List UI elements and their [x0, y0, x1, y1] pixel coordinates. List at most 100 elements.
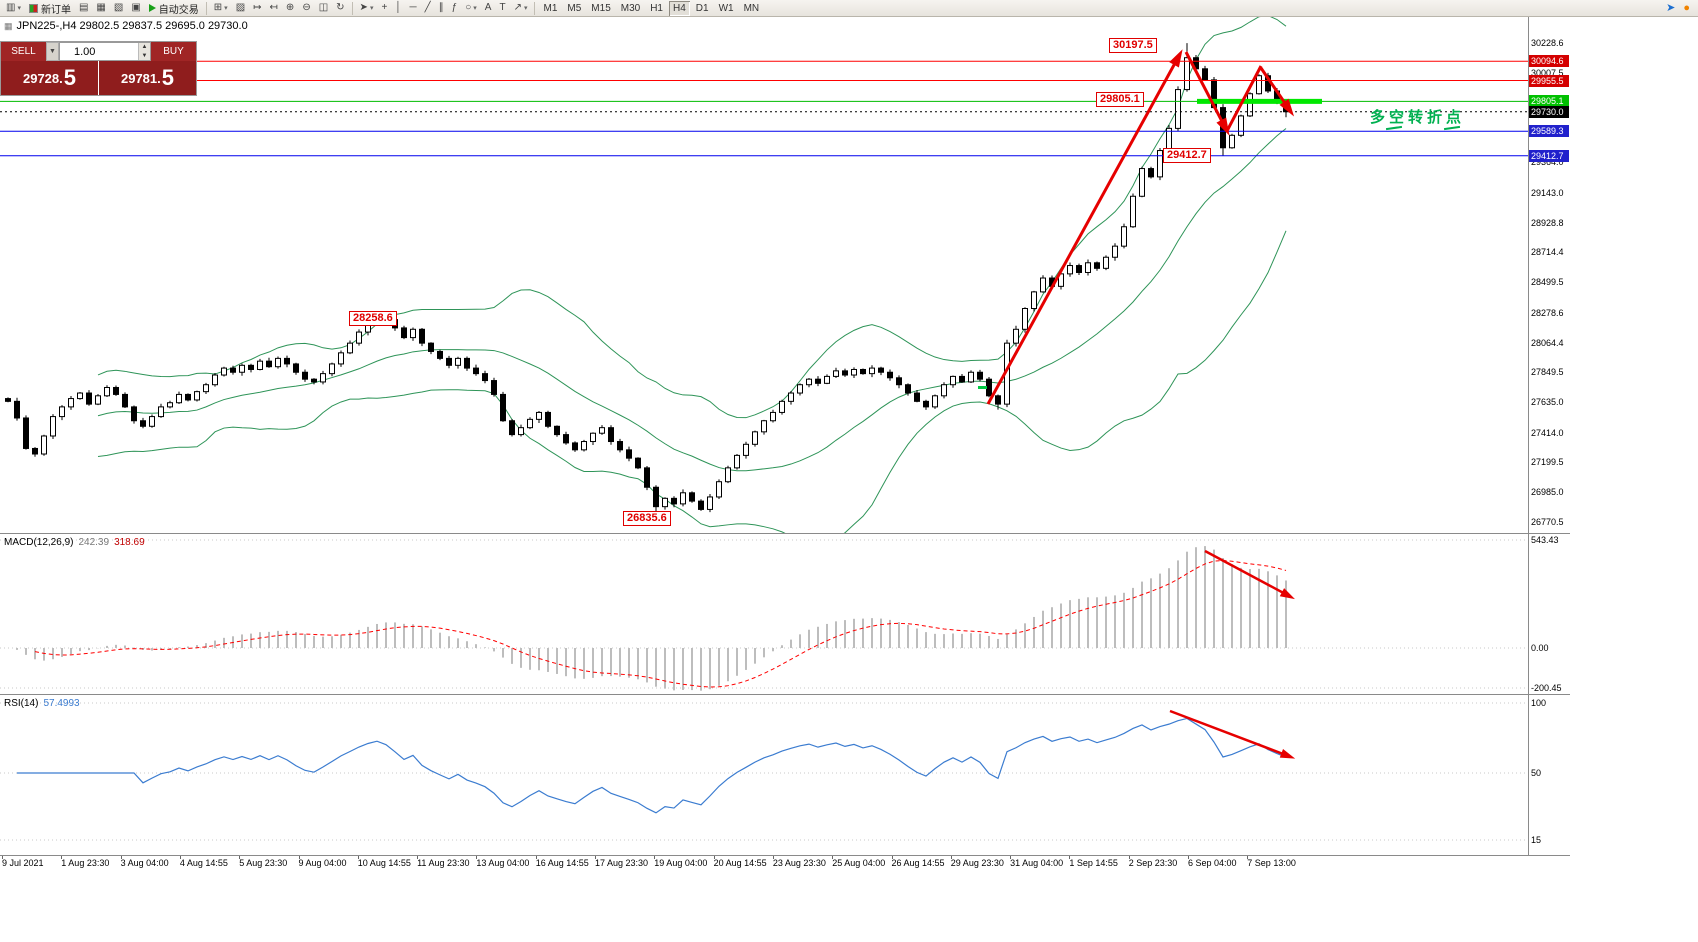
- price-pane[interactable]: [0, 16, 1528, 546]
- annotation-note[interactable]: 多空转折点: [1370, 109, 1466, 126]
- time-label[interactable]: 2 Sep 23:30: [1128, 858, 1178, 868]
- trend-arrow[interactable]: [1169, 709, 1292, 759]
- market-watch-button[interactable]: ▤: [76, 1, 91, 16]
- price-callout[interactable]: 30197.5: [1109, 38, 1157, 53]
- time-tick: [179, 856, 181, 859]
- time-label[interactable]: 11 Aug 23:30: [417, 858, 470, 868]
- candle-body: [32, 447, 38, 455]
- timeframe-m15[interactable]: M15: [591, 2, 611, 14]
- candle-body: [509, 420, 515, 436]
- time-label[interactable]: 25 Aug 04:00: [832, 858, 886, 868]
- time-label[interactable]: 1 Sep 14:55: [1069, 858, 1118, 868]
- one-click-trading-panel: SELL ▼ ▲ ▼ BUY 29728.5 29781.5: [0, 41, 197, 96]
- terminal-button[interactable]: ▣: [128, 1, 143, 16]
- auto-trading-button[interactable]: 自动交易: [146, 1, 202, 16]
- community-icon[interactable]: ➤: [1666, 2, 1676, 14]
- candle-body: [608, 427, 614, 443]
- cursor-button[interactable]: ➤ ▾: [357, 1, 377, 16]
- time-label[interactable]: 29 Aug 23:30: [950, 858, 1004, 868]
- trend-arrow[interactable]: [1204, 549, 1292, 599]
- volume-input[interactable]: [60, 43, 138, 60]
- timeframe-h1[interactable]: H1: [650, 2, 663, 14]
- time-label[interactable]: 6 Sep 04:00: [1188, 858, 1237, 868]
- time-label[interactable]: 17 Aug 23:30: [595, 858, 649, 868]
- time-label[interactable]: 16 Aug 14:55: [535, 858, 589, 868]
- trend-arrow[interactable]: [1184, 51, 1229, 132]
- crosshair-button[interactable]: +: [378, 1, 390, 16]
- timeframe-mn[interactable]: MN: [743, 2, 760, 14]
- buy-price-button[interactable]: 29781. 5: [99, 61, 196, 95]
- buy-button[interactable]: BUY: [151, 42, 196, 61]
- sell-price-button[interactable]: 29728. 5: [1, 61, 98, 95]
- trend-arrow[interactable]: [1225, 65, 1263, 132]
- toolbar-right-icons: ➤ ●: [1666, 1, 1690, 16]
- volume-down-button[interactable]: ▼: [139, 51, 150, 60]
- horizontal-line-icon: ─: [409, 2, 417, 13]
- candle-body: [824, 375, 830, 384]
- sell-button[interactable]: SELL: [1, 42, 46, 61]
- volume-up-button[interactable]: ▲: [139, 43, 150, 52]
- time-label[interactable]: 7 Sep 13:00: [1247, 858, 1296, 868]
- horizontal-line-button[interactable]: ─: [407, 1, 420, 16]
- time-label[interactable]: 4 Aug 14:55: [179, 858, 228, 868]
- candle-body: [122, 393, 128, 408]
- rsi-pane[interactable]: [0, 702, 1528, 841]
- text-button[interactable]: A: [482, 1, 495, 16]
- price-callout[interactable]: 29805.1: [1096, 92, 1144, 107]
- fibonacci-button[interactable]: ƒ: [449, 1, 461, 16]
- auto-scroll-button[interactable]: ↤: [267, 1, 281, 16]
- chart-menu-button[interactable]: ▥ ▾: [3, 1, 24, 16]
- data-window-button[interactable]: ▦: [93, 1, 108, 16]
- arrows-tool-button[interactable]: ↗ ▾: [511, 1, 531, 16]
- notifications-icon[interactable]: ●: [1683, 2, 1690, 14]
- price-callout[interactable]: 28258.6: [349, 311, 397, 326]
- timeframe-h4[interactable]: H4: [669, 0, 690, 16]
- zoom-in-button[interactable]: ⊕: [283, 1, 297, 16]
- volume-dropdown[interactable]: ▼: [46, 42, 59, 61]
- price-callout[interactable]: 26835.6: [623, 511, 671, 526]
- refresh-button[interactable]: ↻: [333, 1, 347, 16]
- chart-shift-button[interactable]: ↦: [250, 1, 264, 16]
- trendline-button[interactable]: ╱: [422, 1, 434, 16]
- time-label[interactable]: 26 Aug 14:55: [891, 858, 945, 868]
- channel-button[interactable]: ∥: [436, 1, 447, 16]
- time-label[interactable]: 31 Aug 04:00: [1010, 858, 1064, 868]
- timeframe-d1[interactable]: D1: [695, 2, 709, 14]
- time-label[interactable]: 9 Aug 04:00: [298, 858, 347, 868]
- new-chart-button[interactable]: ⊞ ▾: [211, 1, 231, 16]
- time-label[interactable]: 10 Aug 14:55: [357, 858, 411, 868]
- vertical-line-button[interactable]: │: [392, 1, 404, 16]
- text-label-button[interactable]: T: [496, 1, 508, 16]
- macd-pane-separator[interactable]: [0, 533, 1570, 534]
- navigator-button[interactable]: ▧: [111, 1, 126, 16]
- time-label[interactable]: 5 Aug 23:30: [239, 858, 288, 868]
- chevron-down-icon: ▾: [17, 5, 21, 12]
- candle-body: [356, 331, 362, 344]
- time-label[interactable]: 1 Aug 23:30: [61, 858, 110, 868]
- time-label[interactable]: 20 Aug 14:55: [713, 858, 767, 868]
- time-label[interactable]: 13 Aug 04:00: [476, 858, 530, 868]
- rsi-pane-separator[interactable]: [0, 694, 1570, 695]
- time-label[interactable]: 3 Aug 04:00: [120, 858, 169, 868]
- macd-pane[interactable]: [0, 539, 1528, 691]
- new-order-button[interactable]: 新订单: [26, 1, 74, 16]
- time-label[interactable]: 23 Aug 23:30: [772, 858, 826, 868]
- timeframe-m1[interactable]: M1: [543, 2, 558, 14]
- candle-body: [590, 432, 596, 443]
- timeframe-m5[interactable]: M5: [567, 2, 582, 14]
- profiles-button[interactable]: ▨: [233, 1, 248, 16]
- shapes-button[interactable]: ○ ▾: [462, 1, 480, 16]
- candle-body: [257, 360, 263, 370]
- time-label[interactable]: 9 Jul 2021: [2, 858, 44, 868]
- timeframe-w1[interactable]: W1: [718, 2, 734, 14]
- candle-body: [1202, 68, 1208, 81]
- tile-windows-button[interactable]: ◫: [316, 1, 331, 16]
- trend-arrow[interactable]: [986, 53, 1182, 405]
- zoom-out-button[interactable]: ⊖: [299, 1, 313, 16]
- price-callout[interactable]: 29412.7: [1163, 148, 1211, 163]
- timeframe-m30[interactable]: M30: [620, 2, 641, 14]
- trade-marker[interactable]: [978, 386, 987, 389]
- macd-main-value: 242.39: [78, 537, 110, 548]
- time-label[interactable]: 19 Aug 04:00: [654, 858, 708, 868]
